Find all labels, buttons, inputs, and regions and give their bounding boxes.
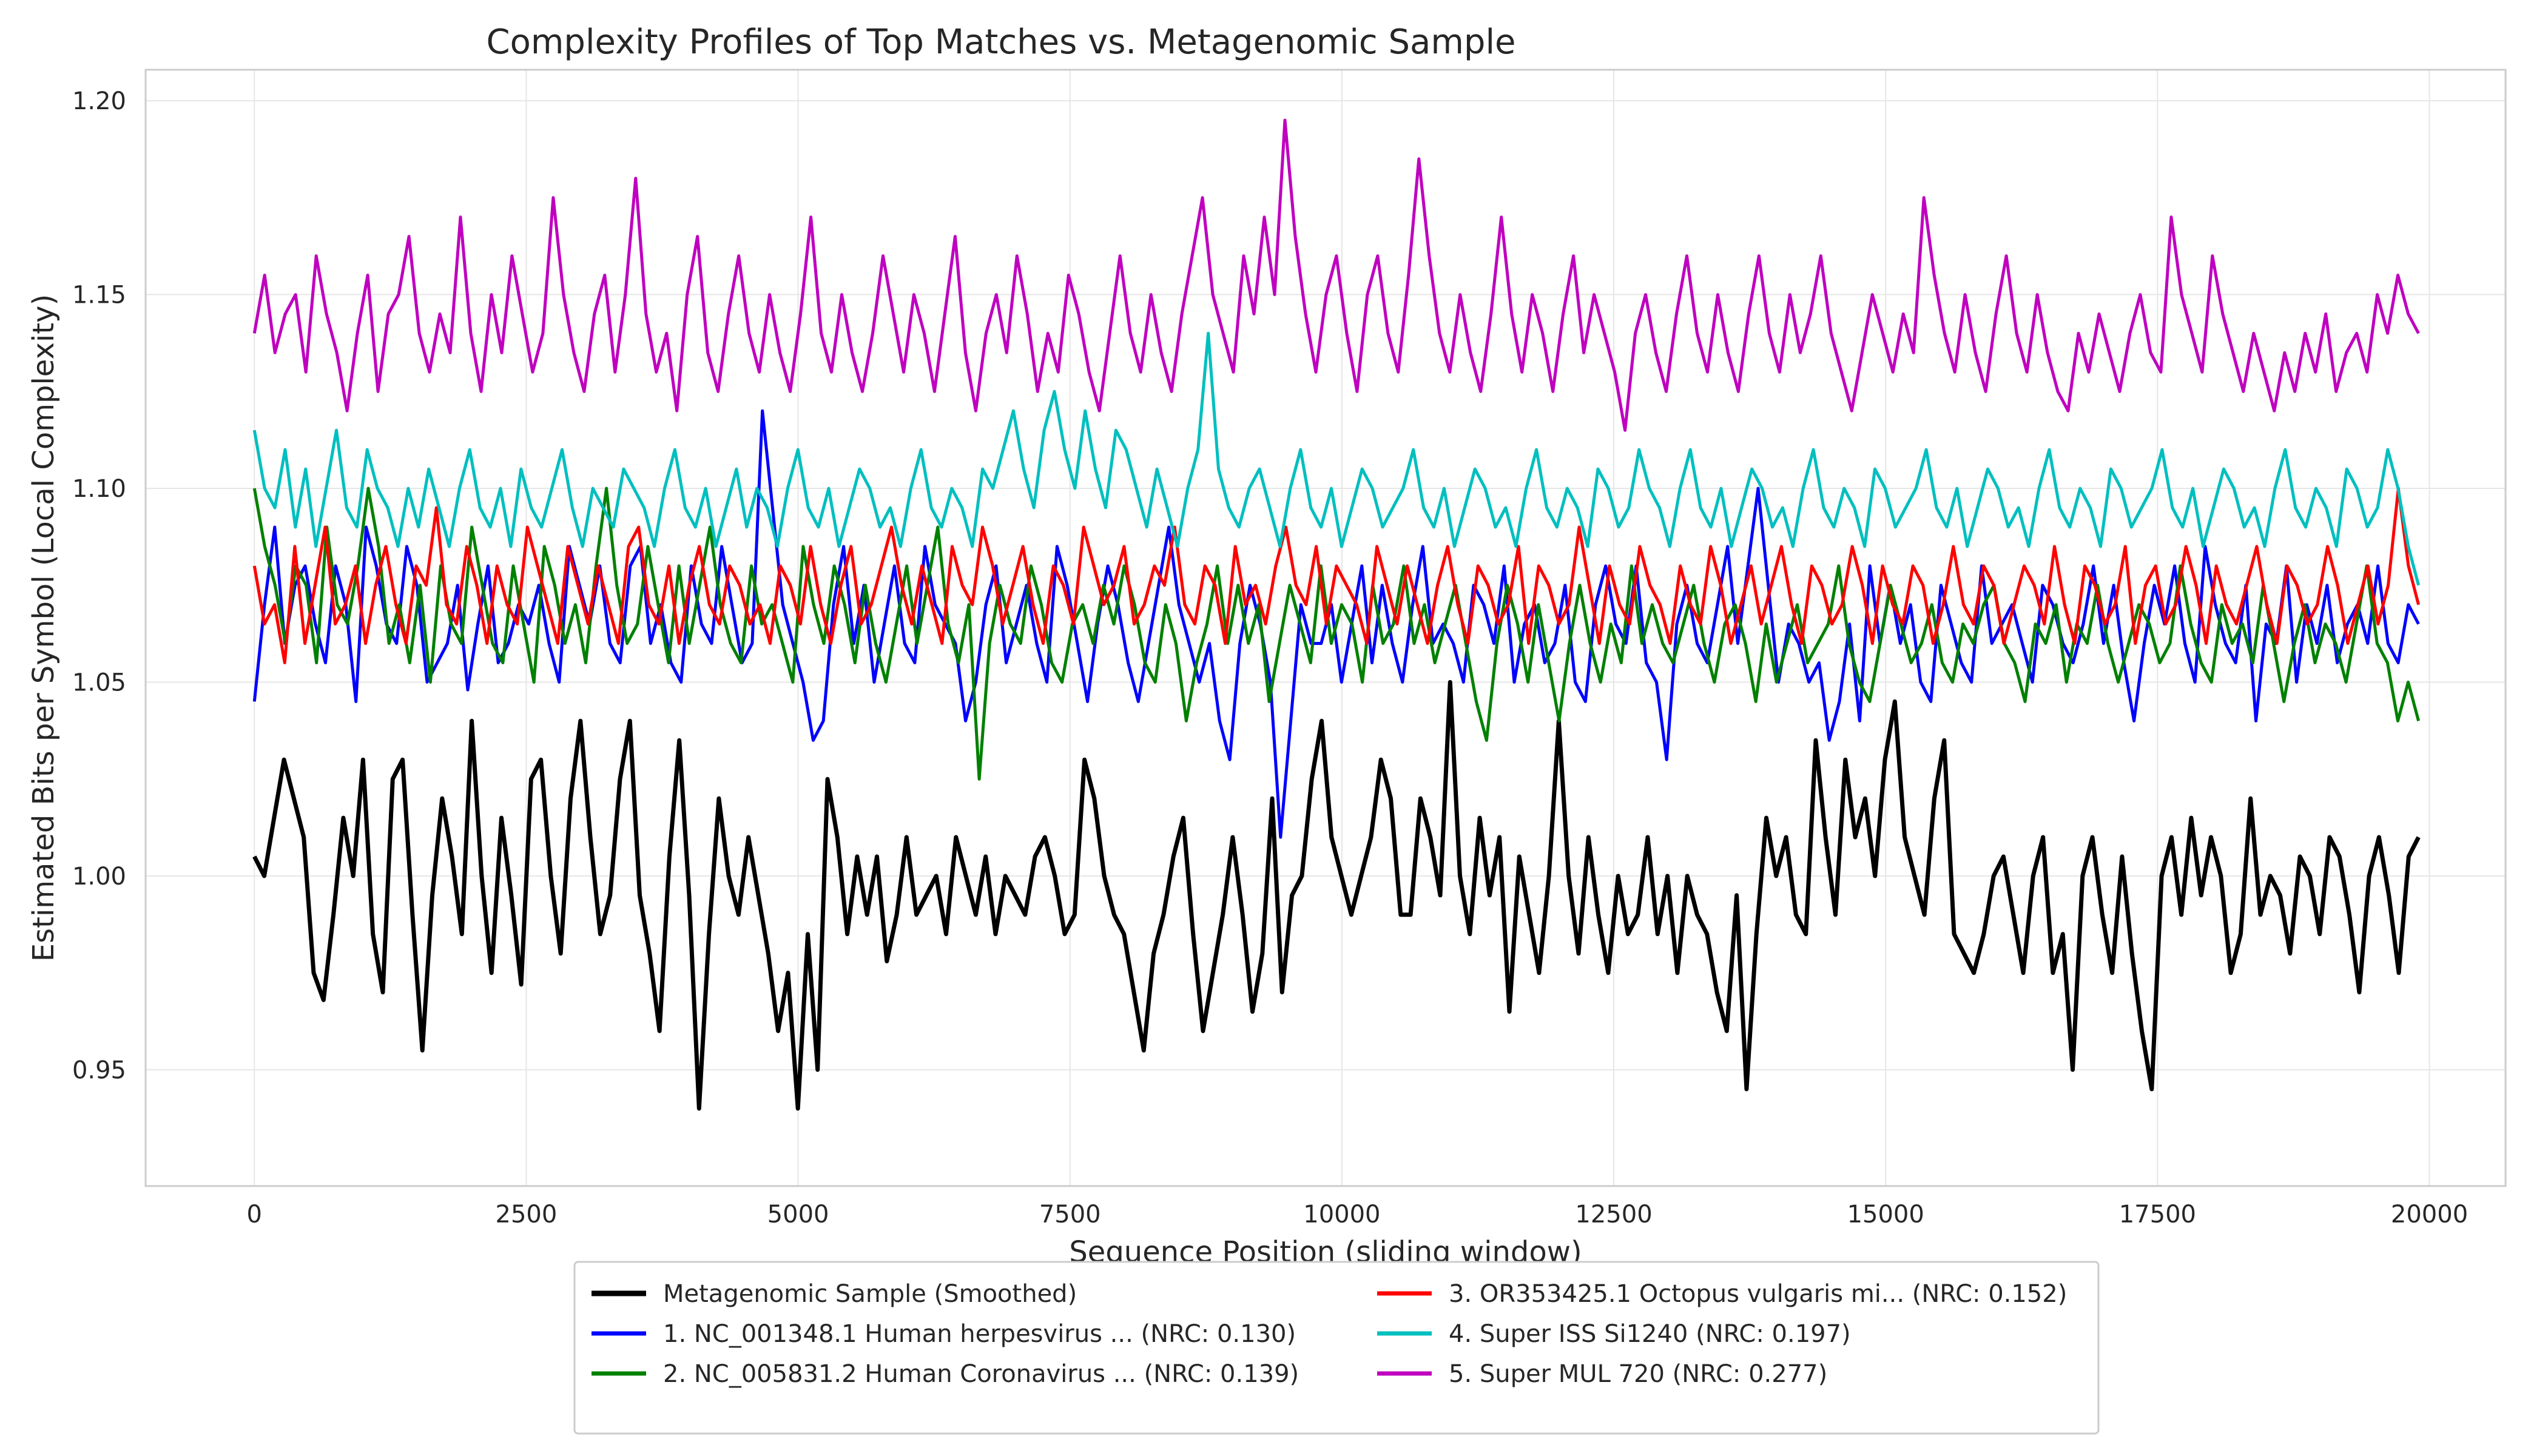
plot-area [252,118,2421,1111]
y-tick-label: 1.15 [72,281,126,309]
y-axis-ticks: 0.95 1.00 1.05 1.10 1.15 1.20 [72,87,126,1084]
legend-entry: 5. Super MUL 720 (NRC: 0.277) [1449,1360,1827,1388]
x-tick-label: 10000 [1303,1201,1380,1228]
legend-entry: 4. Super ISS Si1240 (NRC: 0.197) [1449,1320,1851,1348]
x-tick-label: 17500 [2119,1201,2196,1228]
y-tick-label: 1.05 [72,669,126,696]
x-axis-ticks: 0 2500 5000 7500 10000 12500 15000 17500 20000 [247,1201,2469,1228]
x-tick-label: 5000 [767,1201,829,1228]
y-axis-label: Estimated Bits per Symbol (Local Complex… [27,294,61,962]
x-tick-label: 7500 [1039,1201,1101,1228]
legend-frame [573,1261,2100,1435]
series-line-5 [252,331,2421,586]
legend-entry: 2. NC_005831.2 Human Coronavirus ... (NR… [663,1360,1299,1388]
y-tick-label: 1.10 [72,475,126,503]
legend-entry: 3. OR353425.1 Octopus vulgaris mi... (NR… [1449,1280,2067,1308]
x-tick-label: 15000 [1847,1201,1924,1228]
chart-title: Complexity Profiles of Top Matches vs. M… [487,22,1516,62]
y-tick-label: 1.20 [72,87,126,115]
x-tick-label: 2500 [496,1201,558,1228]
y-tick-label: 1.00 [72,863,126,891]
series-line-3 [252,487,2421,781]
y-tick-label: 0.95 [72,1056,126,1084]
series-line-4 [252,487,2421,664]
legend: Metagenomic Sample (Smoothed) 1. NC_00134… [573,1261,2100,1435]
plot-frame [144,69,2507,1187]
x-tick-label: 12500 [1575,1201,1652,1228]
series-line-6 [252,118,2420,432]
x-tick-label: 0 [247,1201,262,1228]
legend-entry: Metagenomic Sample (Smoothed) [663,1280,1077,1308]
x-tick-label: 20000 [2391,1201,2468,1228]
series-line-1 [252,679,2421,1111]
legend-entry: 1. NC_001348.1 Human herpesvirus ... (NR… [663,1320,1296,1348]
series-lines [252,118,2421,1111]
